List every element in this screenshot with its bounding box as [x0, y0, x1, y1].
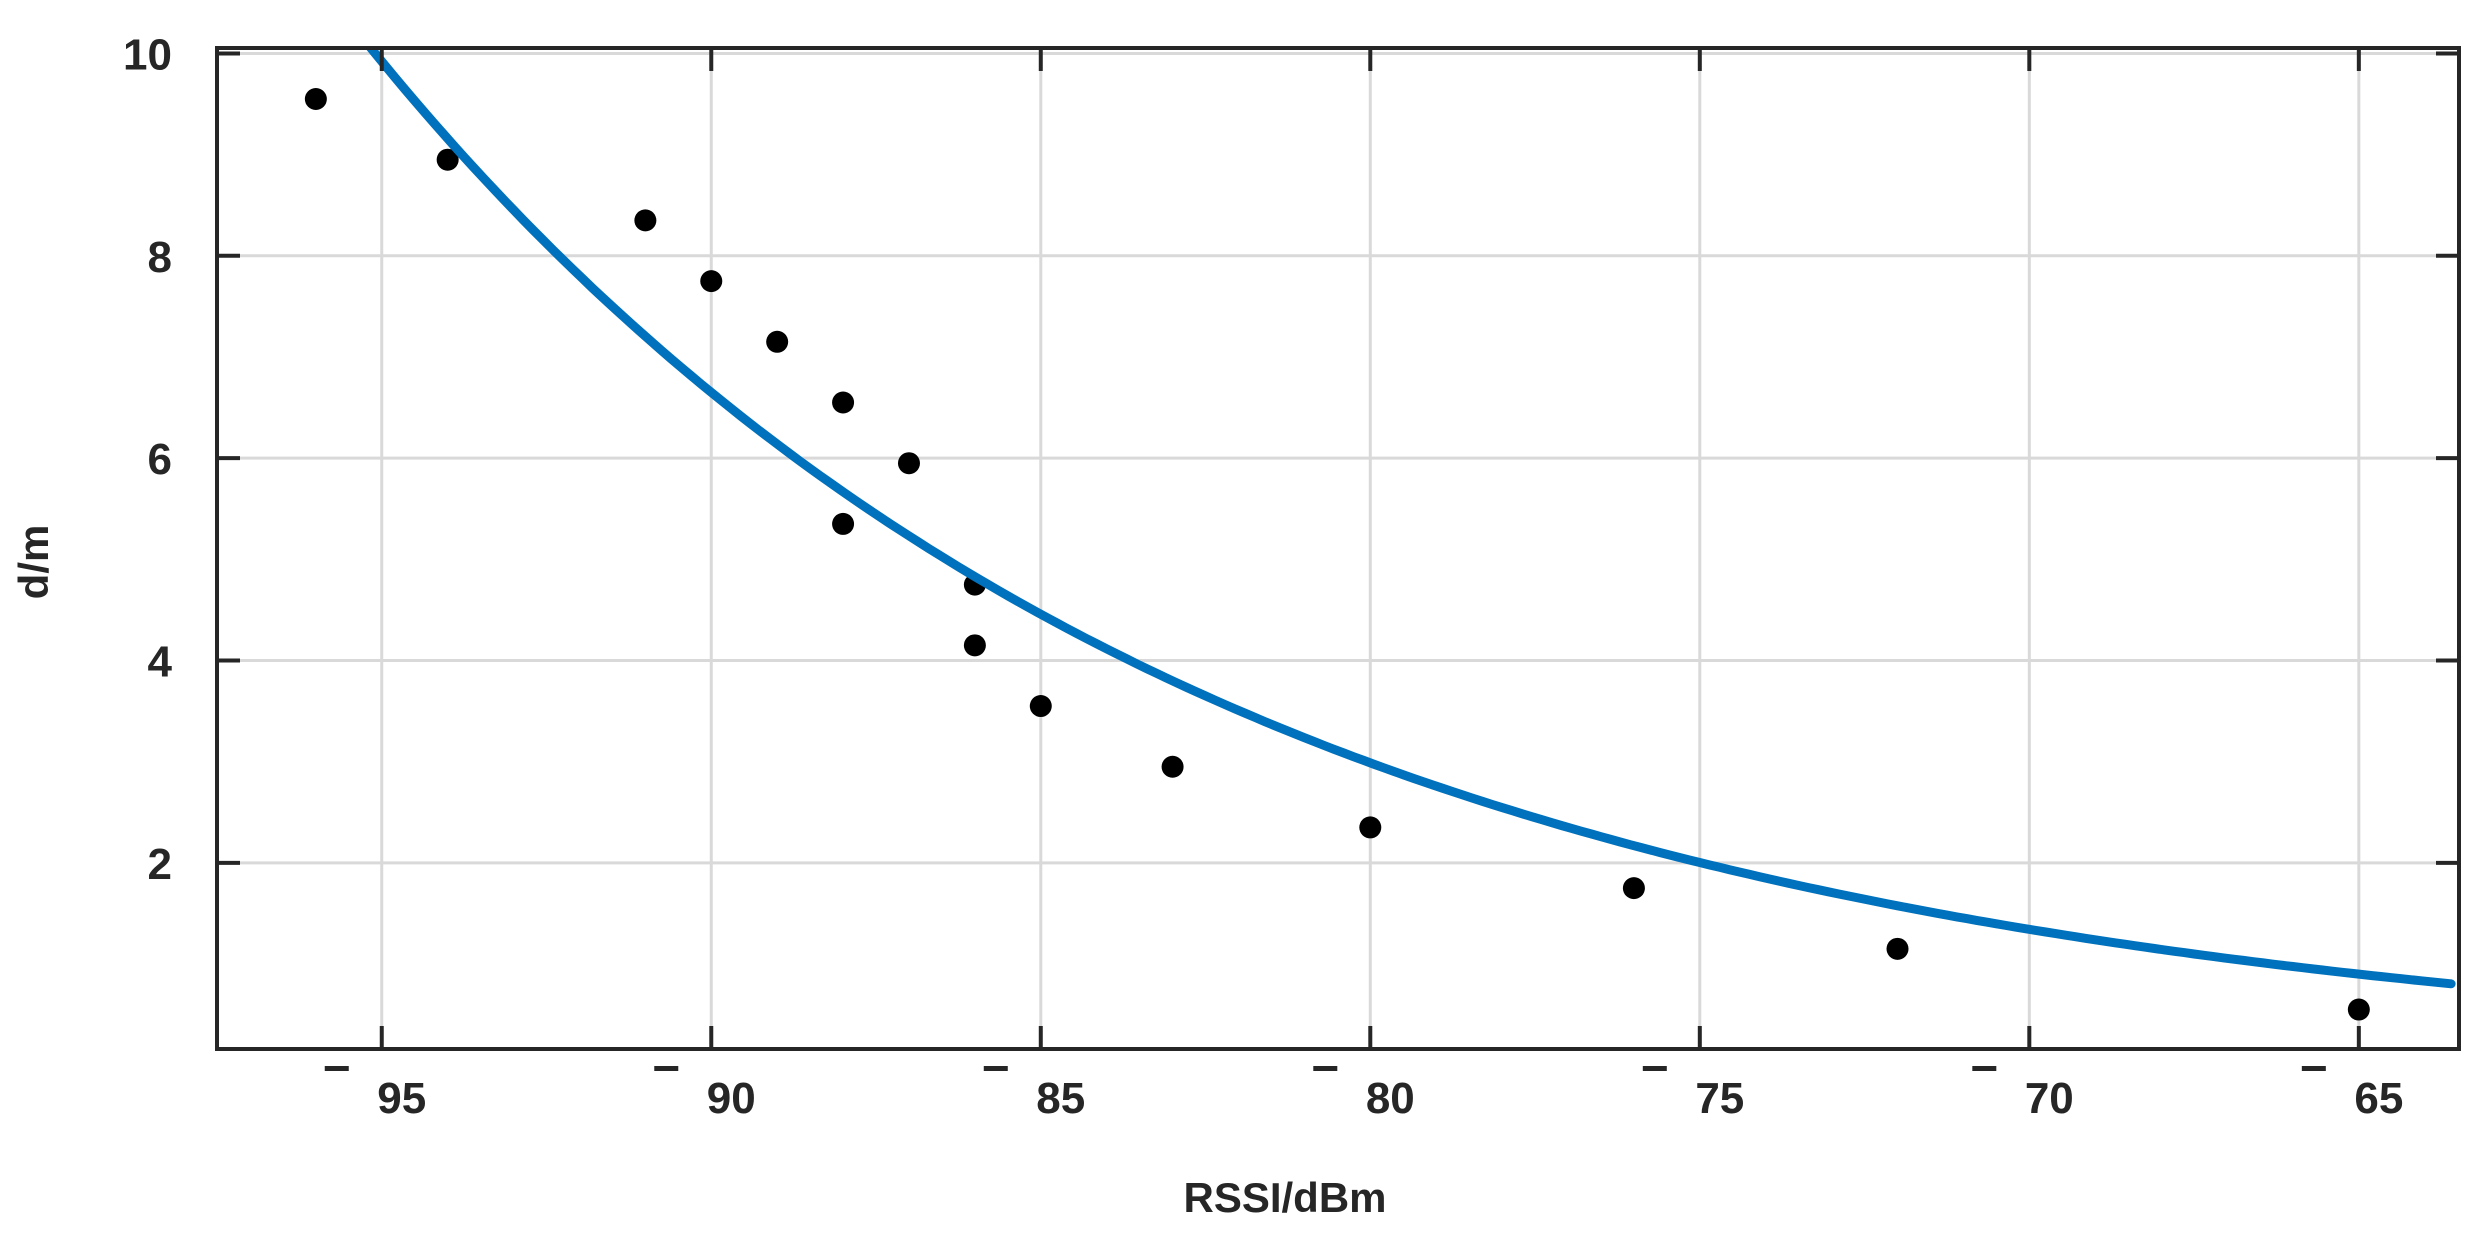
fit-line [365, 48, 2456, 989]
fit-curve [365, 48, 2456, 989]
data-point [1359, 816, 1382, 839]
minus-sign [1972, 1066, 1997, 1071]
data-point [1886, 937, 1909, 960]
data-point [436, 148, 459, 171]
y-tick-label: 8 [148, 233, 172, 282]
minus-sign [983, 1066, 1008, 1071]
x-tick-label: 75 [1695, 1074, 1744, 1123]
data-point [2347, 998, 2370, 1021]
axis-box [215, 46, 2461, 1051]
data-point [1161, 755, 1184, 778]
x-axis-label: RSSI/dBm [1183, 1174, 1386, 1221]
x-tick-label: 70 [2025, 1074, 2074, 1123]
scatter-points [304, 87, 2370, 1021]
y-tick-labels: 2 4 6 8 10 [123, 30, 172, 888]
grid-lines [217, 48, 2459, 1049]
data-point [963, 634, 986, 657]
x-tick-label: 90 [707, 1074, 756, 1123]
x-tick-labels: 95 90 85 80 75 70 65 [324, 1066, 2403, 1123]
minus-sign [324, 1066, 349, 1071]
x-tick-label: 95 [377, 1074, 426, 1123]
data-point [1622, 877, 1645, 900]
data-point [1029, 695, 1052, 718]
minus-sign [1313, 1066, 1338, 1071]
data-point [700, 270, 723, 293]
plot-border [215, 46, 2461, 1051]
minus-sign [1642, 1066, 1667, 1071]
minus-sign [654, 1066, 679, 1071]
y-tick-label: 6 [148, 435, 172, 484]
data-point [304, 87, 327, 110]
y-axis-label: d/m [10, 525, 57, 600]
x-tick-label: 65 [2354, 1074, 2403, 1123]
data-point [766, 330, 789, 353]
data-point [634, 209, 657, 232]
data-point [832, 512, 855, 535]
y-tick-label: 10 [123, 30, 172, 79]
tick-marks [217, 48, 2459, 1049]
x-tick-label: 80 [1366, 1074, 1415, 1123]
data-point [897, 452, 920, 475]
y-tick-label: 4 [148, 637, 173, 686]
data-point [832, 391, 855, 414]
minus-sign [2301, 1066, 2326, 1071]
y-tick-label: 2 [148, 840, 172, 889]
x-tick-label: 85 [1036, 1074, 1085, 1123]
